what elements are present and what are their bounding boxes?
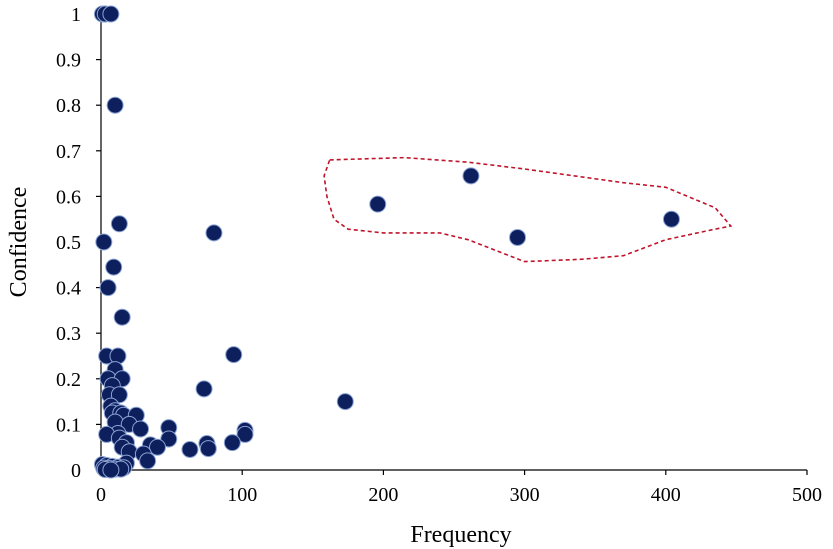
y-tick-label: 0.3 [56, 323, 81, 345]
y-axis-title: Confidence [6, 187, 32, 298]
x-tick-label: 100 [227, 484, 257, 506]
y-tick-label: 0.6 [56, 186, 81, 208]
data-point [102, 5, 120, 23]
data-point [369, 195, 387, 213]
data-point [336, 393, 354, 411]
data-point [225, 346, 243, 364]
data-point [662, 210, 680, 228]
data-point [110, 386, 128, 404]
data-point [99, 279, 117, 297]
data-point [109, 347, 127, 365]
data-point [223, 434, 241, 452]
y-tick-label: 1 [71, 4, 81, 26]
x-tick-label: 200 [368, 484, 398, 506]
data-point [181, 440, 199, 458]
x-tick-label: 300 [510, 484, 540, 506]
x-axis-title: Frequency [410, 522, 511, 548]
data-point [102, 461, 120, 479]
data-point [110, 215, 128, 233]
highlight-region [323, 156, 733, 263]
data-point [205, 224, 223, 242]
y-tick-label: 0.4 [56, 278, 81, 300]
data-point [132, 420, 150, 438]
data-point [106, 96, 124, 114]
y-tick-label: 0.5 [56, 232, 81, 254]
x-tick-label: 500 [792, 484, 822, 506]
y-tick-label: 0 [71, 460, 81, 482]
x-tick-label: 400 [651, 484, 681, 506]
y-tick-label: 0.1 [56, 414, 81, 436]
data-point [113, 308, 131, 326]
data-point [95, 233, 113, 251]
data-point [139, 452, 157, 470]
data-point [199, 440, 217, 458]
data-point [148, 438, 166, 456]
data-point [195, 380, 213, 398]
y-tick-label: 0.9 [56, 50, 81, 72]
x-tick-label: 0 [96, 484, 106, 506]
data-point [105, 258, 123, 276]
data-point [509, 228, 527, 246]
data-point [236, 425, 254, 443]
data-point [462, 167, 480, 185]
y-tick-label: 0.7 [56, 141, 81, 163]
y-tick-label: 0.2 [56, 369, 81, 391]
y-tick-label: 0.8 [56, 95, 81, 117]
